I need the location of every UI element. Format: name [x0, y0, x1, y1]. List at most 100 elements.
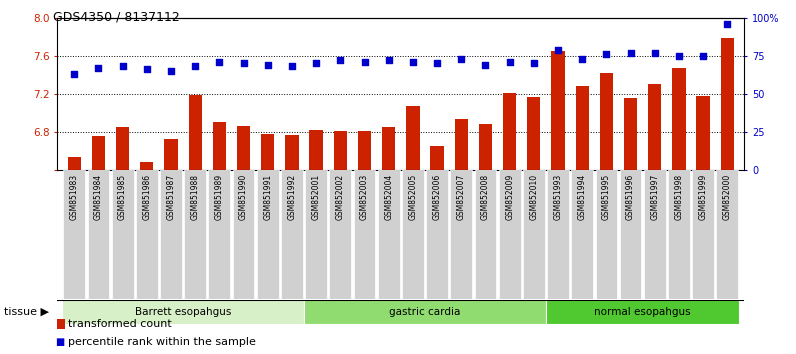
Point: [576, 56, 588, 62]
FancyBboxPatch shape: [499, 170, 521, 299]
Text: GSM852005: GSM852005: [408, 174, 417, 220]
Bar: [304, 300, 546, 324]
Text: GSM852003: GSM852003: [360, 174, 369, 220]
Bar: [213, 122, 226, 170]
Bar: [261, 134, 275, 170]
Point: [310, 61, 322, 66]
Point: [116, 64, 129, 69]
FancyBboxPatch shape: [426, 170, 448, 299]
Bar: [455, 120, 468, 170]
Bar: [285, 135, 298, 170]
FancyBboxPatch shape: [353, 170, 376, 299]
Bar: [648, 84, 661, 170]
Text: gastric cardia: gastric cardia: [389, 307, 461, 317]
Point: [528, 61, 540, 66]
Point: [503, 59, 516, 65]
Point: [92, 65, 105, 71]
FancyBboxPatch shape: [232, 170, 255, 299]
Text: GSM851996: GSM851996: [626, 174, 635, 220]
FancyBboxPatch shape: [136, 170, 158, 299]
FancyBboxPatch shape: [716, 170, 738, 299]
FancyBboxPatch shape: [620, 170, 642, 299]
Text: percentile rank within the sample: percentile rank within the sample: [68, 337, 256, 347]
Text: GSM852000: GSM852000: [723, 174, 732, 220]
FancyBboxPatch shape: [402, 170, 423, 299]
Point: [286, 64, 298, 69]
Text: GSM852009: GSM852009: [505, 174, 514, 220]
Bar: [189, 95, 202, 170]
Point: [624, 50, 637, 56]
Bar: [237, 126, 250, 170]
Text: GSM851995: GSM851995: [602, 174, 611, 220]
Text: GSM851990: GSM851990: [239, 174, 248, 220]
Bar: [358, 131, 371, 170]
Point: [213, 59, 226, 65]
Bar: [68, 156, 81, 170]
Text: tissue ▶: tissue ▶: [4, 307, 49, 317]
FancyBboxPatch shape: [523, 170, 544, 299]
Text: ■: ■: [55, 337, 64, 347]
Bar: [576, 86, 589, 170]
Point: [68, 71, 80, 77]
Point: [552, 47, 564, 52]
Point: [455, 56, 467, 62]
Point: [358, 59, 371, 65]
FancyBboxPatch shape: [474, 170, 497, 299]
FancyBboxPatch shape: [547, 170, 569, 299]
Bar: [140, 162, 154, 170]
Point: [431, 61, 443, 66]
FancyBboxPatch shape: [209, 170, 230, 299]
Text: GSM852002: GSM852002: [336, 174, 345, 220]
Point: [673, 53, 685, 58]
Point: [334, 57, 347, 63]
Bar: [624, 98, 638, 170]
Bar: [92, 136, 105, 170]
FancyBboxPatch shape: [88, 170, 109, 299]
Point: [721, 21, 734, 27]
Text: GDS4350 / 8137112: GDS4350 / 8137112: [53, 11, 180, 24]
Point: [165, 68, 178, 74]
Bar: [478, 124, 492, 170]
FancyBboxPatch shape: [160, 170, 181, 299]
Bar: [382, 127, 396, 170]
Bar: [696, 96, 710, 170]
Text: GSM852001: GSM852001: [311, 174, 321, 220]
Text: GSM851985: GSM851985: [118, 174, 127, 220]
Text: GSM852008: GSM852008: [481, 174, 490, 220]
Point: [696, 53, 709, 58]
Text: GSM851989: GSM851989: [215, 174, 224, 220]
FancyBboxPatch shape: [668, 170, 690, 299]
FancyBboxPatch shape: [644, 170, 665, 299]
Bar: [431, 146, 443, 170]
Text: GSM851997: GSM851997: [650, 174, 659, 220]
Point: [600, 51, 613, 57]
FancyBboxPatch shape: [378, 170, 400, 299]
Bar: [527, 97, 540, 170]
FancyBboxPatch shape: [693, 170, 714, 299]
Bar: [720, 38, 734, 170]
Text: normal esopahgus: normal esopahgus: [595, 307, 691, 317]
Bar: [62, 300, 304, 324]
Text: GSM851984: GSM851984: [94, 174, 103, 220]
Point: [140, 67, 153, 72]
Bar: [164, 139, 178, 170]
FancyBboxPatch shape: [572, 170, 593, 299]
Point: [382, 57, 395, 63]
Point: [261, 62, 274, 68]
Text: GSM851992: GSM851992: [287, 174, 296, 220]
Text: GSM851994: GSM851994: [578, 174, 587, 220]
Text: GSM851983: GSM851983: [70, 174, 79, 220]
FancyBboxPatch shape: [595, 170, 617, 299]
Text: Barrett esopahgus: Barrett esopahgus: [135, 307, 232, 317]
Text: GSM851999: GSM851999: [699, 174, 708, 220]
Bar: [406, 106, 419, 170]
Text: GSM851998: GSM851998: [674, 174, 684, 220]
FancyBboxPatch shape: [330, 170, 351, 299]
Point: [649, 50, 661, 56]
Bar: [503, 93, 517, 170]
FancyBboxPatch shape: [257, 170, 279, 299]
Text: GSM851993: GSM851993: [553, 174, 563, 220]
Text: GSM852007: GSM852007: [457, 174, 466, 220]
Bar: [334, 131, 347, 170]
Text: GSM852006: GSM852006: [432, 174, 442, 220]
